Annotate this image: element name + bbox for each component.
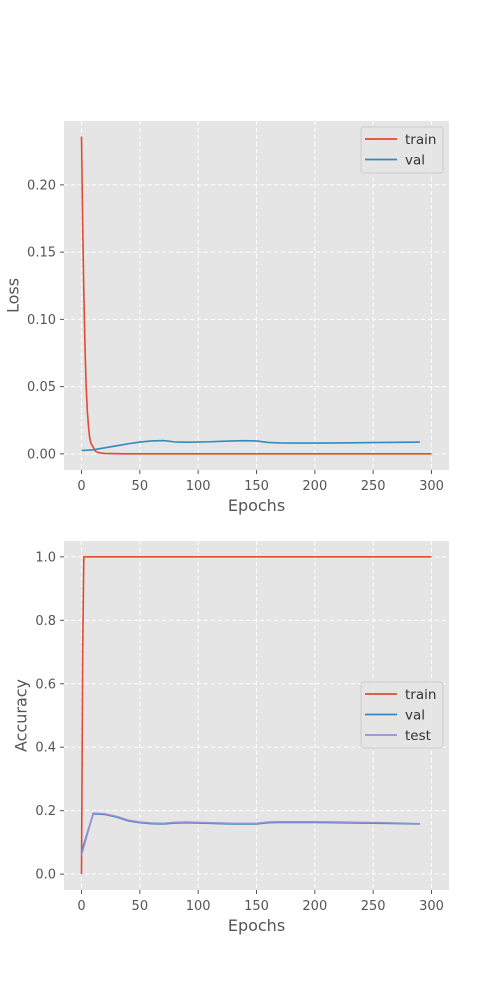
x-tick-label: 150	[244, 899, 269, 914]
x-tick-label: 250	[361, 899, 386, 914]
y-tick-label: 0.0	[35, 868, 56, 883]
x-tick-label: 100	[186, 899, 211, 914]
y-tick-label: 0.6	[35, 677, 56, 692]
chart-panel-accuracy: 0 50 100 150 200 250 300 0.0 0.2 0.4 0.6 0.8 1.0 Epoc…	[12, 541, 449, 935]
legend-label-val: val	[405, 708, 425, 724]
legend-label-test: test	[405, 728, 431, 744]
y-tick-label: 0.2	[35, 804, 56, 819]
legend: train val	[360, 126, 444, 174]
series-line-train	[80, 556, 432, 875]
y-tick-label: 0.20	[27, 178, 56, 193]
legend-label-train: train	[405, 132, 436, 148]
x-axis-label: Epochs	[228, 916, 285, 935]
x-tick-label: 0	[77, 479, 85, 494]
y-axis-label: Loss	[4, 278, 23, 313]
x-tick-label: 250	[361, 479, 386, 494]
x-tick-label: 50	[132, 479, 149, 494]
x-tick-label: 150	[244, 479, 269, 494]
series-line-test	[80, 812, 420, 856]
y-tick-label: 0.15	[27, 246, 56, 261]
y-tick-label: 0.10	[27, 313, 56, 328]
y-tick-label: 1.0	[35, 550, 56, 565]
legend: train val test	[360, 681, 444, 749]
legend-box	[360, 681, 444, 749]
chart-panel-loss: 0 50 100 150 200 250 300 0.00 0.05 0.10 0.15 0.20 Ep…	[4, 121, 449, 515]
x-tick-label: 300	[419, 479, 444, 494]
x-tick-label: 200	[302, 479, 327, 494]
x-tick-label: 300	[419, 899, 444, 914]
x-tick-label: 100	[186, 479, 211, 494]
x-tick-label: 200	[302, 899, 327, 914]
y-tick-label: 0.8	[35, 614, 56, 629]
legend-label-val: val	[405, 153, 425, 169]
y-tick-label: 0.4	[35, 741, 56, 756]
y-tick-label: 0.00	[27, 447, 56, 462]
legend-label-train: train	[405, 687, 436, 703]
y-tick-label: 0.05	[27, 380, 56, 395]
x-tick-label: 50	[132, 899, 149, 914]
series-line-val	[81, 439, 420, 452]
x-axis-label: Epochs	[228, 496, 285, 515]
x-tick-label: 0	[77, 899, 85, 914]
y-axis-label: Accuracy	[12, 679, 31, 752]
